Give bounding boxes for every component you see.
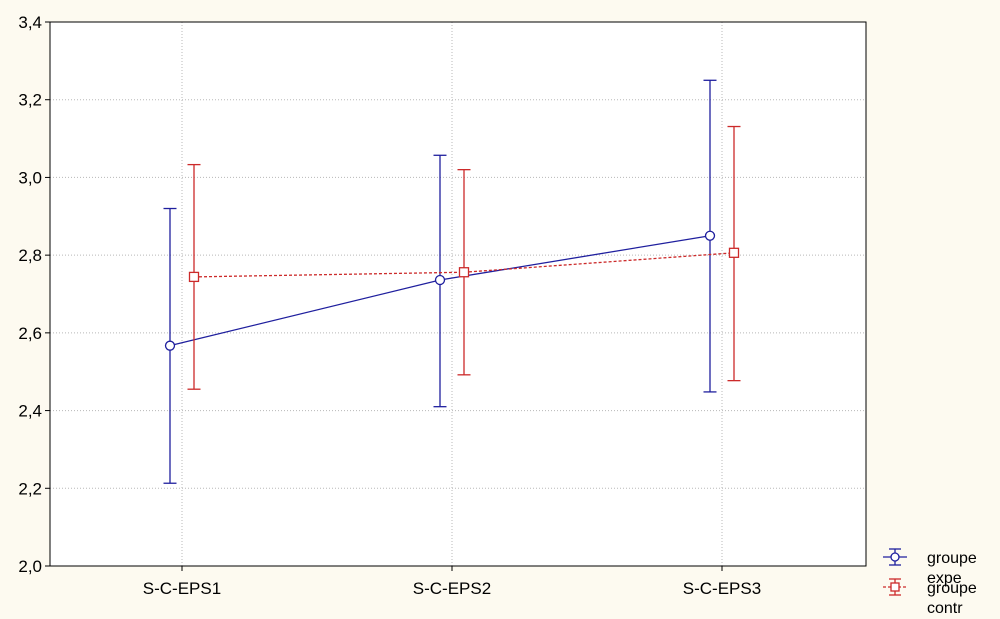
y-tick-label: 3,0 [18,168,42,187]
data-point [164,340,176,351]
y-tick-label: 2,4 [18,402,42,421]
legend-label: contr [927,600,963,614]
y-tick-label: 2,2 [18,479,42,498]
y-tick-label: 3,4 [18,13,42,32]
legend-label: groupe [927,580,977,597]
data-point [704,230,716,241]
legend-label: groupe [927,550,977,567]
y-tick-label: 2,6 [18,324,42,343]
plot-area [50,22,866,566]
x-tick-label: S-C-EPS2 [413,579,491,598]
plot-frame [49,21,867,567]
y-tick-label: 2,0 [18,557,42,576]
legend-marker [890,552,900,562]
data-point [434,274,446,286]
y-tick-label: 3,2 [18,91,42,110]
data-point [458,267,470,278]
y-tick-label: 2,8 [18,246,42,265]
x-tick-label: S-C-EPS3 [683,579,761,598]
data-point [188,271,200,283]
legend-label: expe [927,570,962,587]
x-tick-label: S-C-EPS1 [143,579,221,598]
data-point [728,247,740,258]
legend-marker [890,582,900,592]
